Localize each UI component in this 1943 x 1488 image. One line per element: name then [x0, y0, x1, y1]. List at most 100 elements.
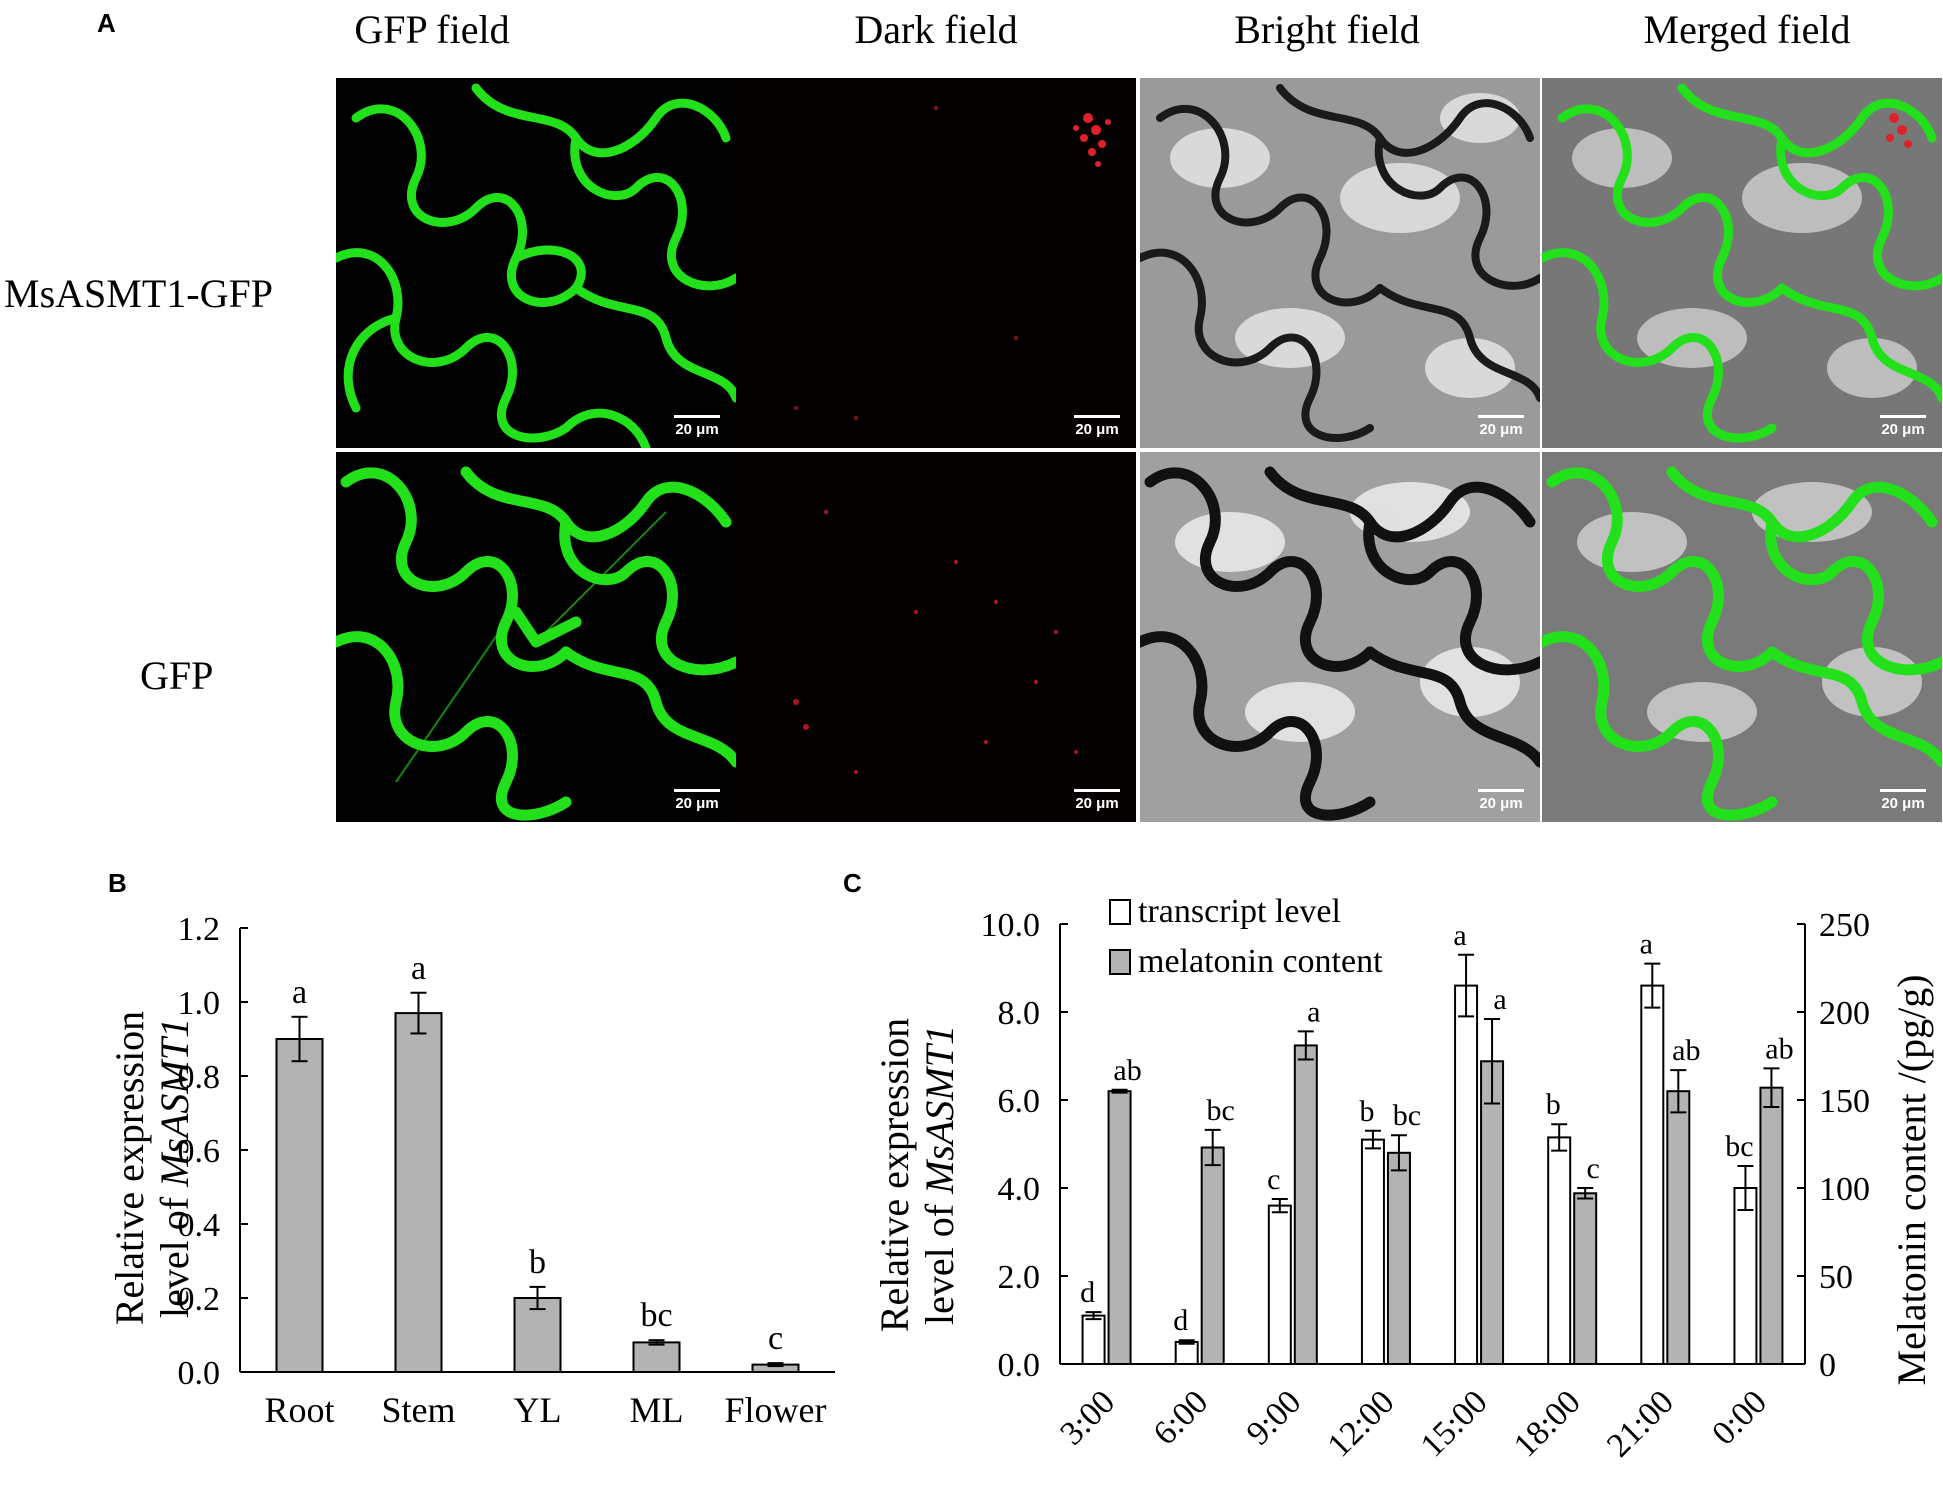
bar-transcript	[1733, 1187, 1758, 1365]
y-tick-label: 0.8	[178, 1059, 221, 1096]
y-axis-left-label-line1: Relative expression	[880, 1018, 917, 1332]
significance-letter: b	[1546, 1088, 1561, 1121]
y-tick-label: 1.2	[178, 911, 221, 948]
chart-legend: transcript level melatonin content	[1109, 893, 1383, 980]
significance-letter: ab	[1765, 1032, 1793, 1065]
y-left-tick-label: 2.0	[998, 1259, 1041, 1296]
x-tick-label: 21:00	[1600, 1383, 1681, 1464]
legend-swatch-transcript	[1109, 899, 1131, 925]
scale-bar: 20 μm	[1072, 415, 1122, 438]
red-signal-image	[793, 510, 1078, 774]
y-axis-left-label-line2: level of MsASMT1	[917, 1025, 962, 1325]
y-right-tick-label: 0	[1819, 1347, 1836, 1384]
bar-ml	[632, 1341, 681, 1373]
scale-bar: 20 μm	[1476, 789, 1526, 812]
x-tick-label: ML	[630, 1390, 684, 1430]
y-right-tick-label: 150	[1819, 1083, 1870, 1120]
bright-cells-image	[1140, 452, 1540, 822]
column-title-dark-field: Dark field	[854, 7, 1018, 52]
y-axis-right-label: Melatonin content /(pg/g)	[1889, 974, 1934, 1385]
y-axis-label-line1: Relative expression	[107, 1011, 152, 1325]
significance-letter: b	[529, 1244, 546, 1281]
bar-transcript	[1081, 1314, 1106, 1366]
scale-bar: 20 μm	[1878, 415, 1928, 438]
significance-letter: d	[1080, 1276, 1095, 1309]
bar-transcript	[1454, 984, 1479, 1365]
panel-a-letter: A	[97, 8, 116, 38]
y-axis-label-line2: level of MsASMT1	[152, 1018, 197, 1318]
bar-transcript	[1640, 984, 1665, 1365]
panel-b-letter: B	[108, 868, 127, 898]
y-right-tick-label: 50	[1819, 1259, 1853, 1296]
y-tick-label: 0.4	[178, 1207, 221, 1244]
y-tick-label: 0.0	[178, 1355, 221, 1392]
merged-cells-image	[1542, 78, 1942, 448]
bar-melatonin	[1573, 1192, 1598, 1365]
y-tick-label: 0.6	[178, 1133, 221, 1170]
expression-bar-chart: 0.0 0.2 0.4 0.6 0.8 1.0 1.2 a Root a Stem b YL bc ML cF…	[107, 911, 835, 1430]
y-right-tick-label: 200	[1819, 995, 1870, 1032]
scale-bar: 20 μm	[1878, 789, 1928, 812]
significance-letter: a	[1453, 919, 1466, 952]
legend-label-melatonin: melatonin content	[1138, 943, 1383, 980]
y-left-tick-label: 6.0	[998, 1083, 1041, 1120]
significance-letter: a	[292, 974, 307, 1011]
row-label-msasmt1-gfp: MsASMT1-GFP	[4, 271, 273, 316]
gfp-cells-image	[336, 466, 736, 821]
micrograph-msasmt1-dark-field: 20 μm	[736, 78, 1136, 448]
significance-letter: bc	[1393, 1099, 1421, 1132]
bar-yl	[513, 1297, 562, 1373]
bar-melatonin	[1107, 1090, 1132, 1365]
significance-letter: ab	[1113, 1054, 1141, 1087]
bar-melatonin	[1480, 1060, 1505, 1365]
micrograph-gfp-merged-field: 20 μm	[1542, 452, 1942, 822]
column-title-bright-field: Bright field	[1234, 7, 1420, 52]
bar-transcript	[1360, 1138, 1385, 1365]
x-tick-label: 18:00	[1507, 1383, 1588, 1464]
significance-letter: bc	[1725, 1130, 1753, 1163]
significance-letter: a	[1307, 995, 1320, 1028]
x-tick-label: 6:00	[1146, 1383, 1215, 1452]
significance-letter: bc	[640, 1297, 672, 1334]
red-signal-image	[794, 106, 1111, 420]
scale-bar: 20 μm	[1476, 415, 1526, 438]
bar-transcript	[1174, 1341, 1199, 1365]
y-tick-label: 1.0	[178, 985, 221, 1022]
bar-melatonin	[1200, 1146, 1225, 1365]
gfp-cells-image	[336, 83, 736, 448]
bar-stem	[394, 1012, 443, 1373]
scale-bar: 20 μm	[672, 415, 722, 438]
merged-cells-image	[1542, 452, 1942, 822]
x-tick-label: Flower	[725, 1390, 827, 1430]
bar-transcript	[1267, 1204, 1292, 1365]
micrograph-gfp-gfp-field: 20 μm	[336, 452, 736, 822]
x-tick-label: 9:00	[1240, 1383, 1309, 1452]
x-tick-label: Stem	[381, 1390, 455, 1430]
panel-c-letter: C	[843, 868, 862, 898]
significance-letter: d	[1173, 1304, 1188, 1337]
y-right-tick-label: 250	[1819, 907, 1870, 944]
scale-bar: 20 μm	[672, 789, 722, 812]
column-title-gfp-field: GFP field	[354, 7, 510, 52]
bar-melatonin	[1293, 1044, 1318, 1365]
x-tick-label: Root	[264, 1390, 334, 1430]
bar-melatonin	[1666, 1090, 1691, 1365]
x-tick-label: YL	[514, 1390, 562, 1430]
micrograph-msasmt1-gfp-field: 20 μm	[336, 78, 736, 448]
x-tick-label: 12:00	[1321, 1383, 1402, 1464]
scale-bar: 20 μm	[1072, 789, 1122, 812]
significance-letter: c	[1587, 1152, 1600, 1185]
significance-letter: ab	[1672, 1034, 1700, 1067]
diurnal-bar-chart: 0.02.04.06.08.010.0050100150200250dab3:0…	[880, 893, 1934, 1464]
micrograph-msasmt1-bright-field: 20 μm	[1140, 78, 1540, 448]
significance-letter: b	[1359, 1095, 1374, 1128]
bar-transcript	[1547, 1136, 1572, 1365]
column-title-merged-field: Merged field	[1643, 7, 1851, 52]
y-left-tick-label: 10.0	[981, 907, 1041, 944]
bright-cells-image	[1140, 78, 1540, 448]
y-left-tick-label: 0.0	[998, 1347, 1041, 1384]
x-tick-label: 0:00	[1705, 1383, 1774, 1452]
significance-letter: a	[411, 950, 426, 987]
significance-letter: c	[768, 1320, 783, 1357]
micrograph-gfp-dark-field: 20 μm	[736, 452, 1136, 822]
